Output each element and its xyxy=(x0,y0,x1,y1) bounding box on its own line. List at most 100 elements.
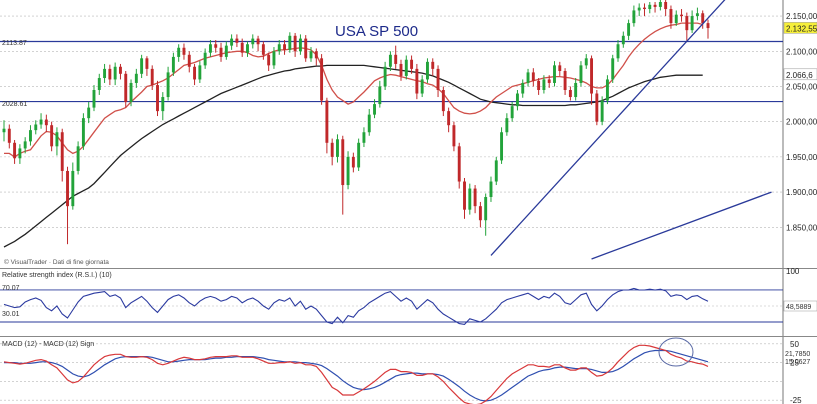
price-grid xyxy=(0,15,783,228)
candle-body xyxy=(637,7,641,11)
candle-body xyxy=(55,132,59,147)
trendline-support-long xyxy=(591,191,772,260)
axis-tick-label: 2.150,00 xyxy=(786,12,817,21)
candle-body xyxy=(230,38,234,46)
candle-body xyxy=(44,119,48,126)
candle-body xyxy=(394,54,398,64)
candle-body xyxy=(441,90,445,112)
candle-body xyxy=(526,72,530,83)
macd-value-tag: 21,7850 xyxy=(785,351,810,358)
candle-body xyxy=(182,47,186,55)
candle-body xyxy=(568,90,572,98)
candle-body xyxy=(362,132,366,143)
candle-body xyxy=(140,58,144,74)
candle-body xyxy=(669,9,673,24)
candle-body xyxy=(214,44,218,48)
candle-body xyxy=(468,188,472,210)
candle-body xyxy=(23,141,27,149)
candle-body xyxy=(314,51,318,59)
candle-body xyxy=(590,58,594,94)
candle-body xyxy=(674,14,678,24)
candle-body xyxy=(129,82,133,102)
candle-body xyxy=(208,44,212,53)
rsi-grid xyxy=(0,289,783,323)
ma-slow-line xyxy=(3,64,703,248)
candle-body xyxy=(547,79,551,83)
candle-body xyxy=(97,78,101,90)
axis-tick-label: 1.950,00 xyxy=(786,153,817,162)
rsi-upper-label: 70.07 xyxy=(2,285,20,292)
candle-body xyxy=(367,114,371,133)
candle-body xyxy=(494,160,498,182)
candle-body xyxy=(627,23,631,36)
candle-body xyxy=(2,128,6,133)
candle-body xyxy=(261,44,265,55)
candle-body xyxy=(431,61,435,69)
candle-body xyxy=(298,38,302,52)
candle-body xyxy=(463,181,466,210)
candle-body xyxy=(605,79,609,101)
candle-body xyxy=(171,56,175,73)
candles xyxy=(2,0,710,245)
candle-body xyxy=(76,146,80,171)
macd-line xyxy=(3,344,709,404)
candle-body xyxy=(515,93,519,107)
candle-body xyxy=(558,65,562,71)
candle-body xyxy=(277,44,281,52)
candle-body xyxy=(452,125,456,147)
rsi-title: Relative strength index (R.S.I.) (10) xyxy=(2,272,112,279)
level-label-upper: 2113.87 xyxy=(2,40,27,47)
candle-body xyxy=(29,130,32,142)
axis-tick-label: 2.100,00 xyxy=(786,47,817,56)
candle-body xyxy=(574,82,578,98)
current-price-box xyxy=(783,22,817,34)
candle-body xyxy=(664,2,668,10)
candle-body xyxy=(690,16,694,31)
candle-body xyxy=(706,23,710,29)
candle-body xyxy=(187,54,191,67)
axis-tick-label: 1.850,00 xyxy=(786,223,817,232)
candle-body xyxy=(113,66,117,80)
candle-body xyxy=(510,106,514,119)
macd-signal-line xyxy=(4,349,709,402)
candle-body xyxy=(81,118,85,147)
candle-body xyxy=(272,51,276,66)
candle-body xyxy=(584,58,588,66)
candle-body xyxy=(378,86,382,105)
candle-body xyxy=(383,66,387,87)
candle-body xyxy=(701,13,705,24)
candle-body xyxy=(156,85,159,112)
axis-tick-label: 2.050,00 xyxy=(786,82,817,91)
candle-body xyxy=(685,16,689,31)
moving-averages xyxy=(3,22,703,248)
candle-body xyxy=(388,54,392,67)
ma-value-tag: 2.066,6 xyxy=(786,71,813,80)
candle-body xyxy=(108,68,112,80)
macd-signal-value-tag: 15,0627 xyxy=(785,359,810,366)
candle-body xyxy=(304,38,308,59)
price-panel xyxy=(0,0,783,268)
candle-body xyxy=(478,206,482,221)
macd-axis-label: 25 xyxy=(790,359,799,368)
candle-body xyxy=(410,59,414,69)
candle-body xyxy=(60,132,64,171)
candle-body xyxy=(579,65,583,83)
candle-body xyxy=(537,80,541,90)
candle-body xyxy=(436,68,440,90)
price-axis: 2.150,00 2.100,00 2.050,00 2.000,00 1.950,00… xyxy=(783,12,817,276)
ma-fast-line xyxy=(4,22,703,158)
macd-grid xyxy=(0,343,783,401)
candle-body xyxy=(473,188,477,207)
candle-body xyxy=(415,68,419,94)
candle-body xyxy=(71,170,75,207)
candle-body xyxy=(198,65,202,80)
macd-series xyxy=(3,344,709,404)
candle-body xyxy=(145,58,149,69)
candle-body xyxy=(193,66,197,80)
candle-body xyxy=(643,7,646,10)
candle-body xyxy=(219,47,223,57)
candle-body xyxy=(341,139,345,186)
candle-body xyxy=(118,66,122,74)
candle-body xyxy=(87,107,91,119)
